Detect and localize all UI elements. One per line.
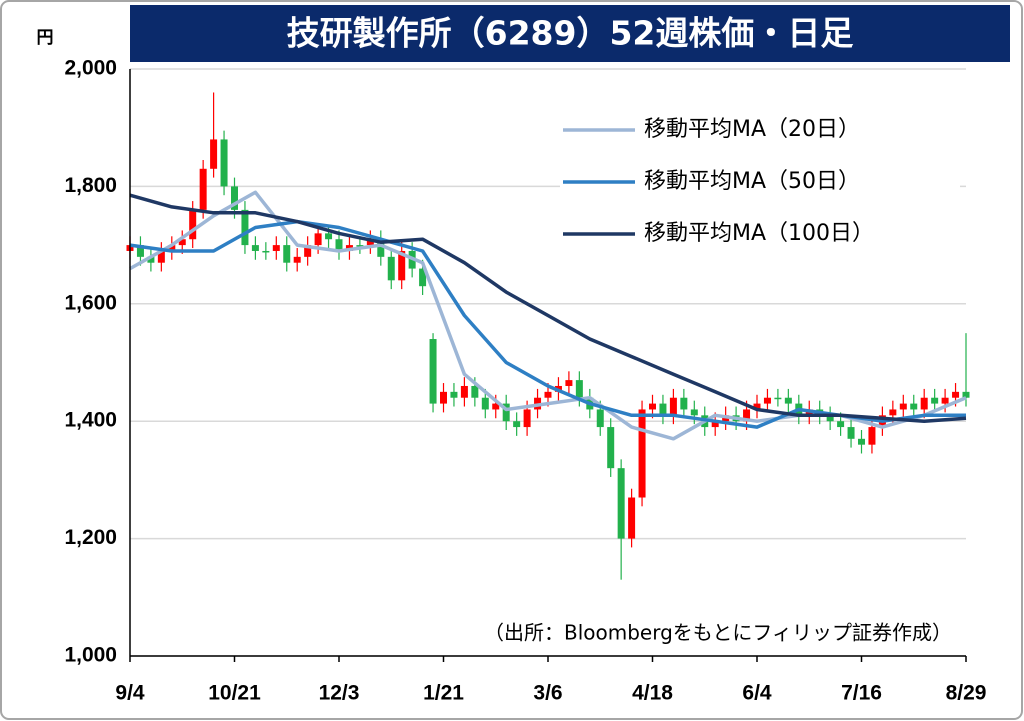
candle-body: [429, 339, 437, 404]
candle-body: [910, 403, 918, 410]
candle-body: [471, 385, 479, 398]
candle-body: [753, 403, 761, 410]
candle-body: [440, 391, 447, 404]
candle-body: [868, 427, 876, 445]
candle-body: [377, 239, 385, 257]
legend-label: 移動平均MA（20日）: [644, 117, 860, 142]
candle-body: [920, 397, 928, 410]
x-tick-label: 3/6: [533, 682, 562, 705]
candle-body: [502, 403, 510, 422]
candle-body: [711, 421, 719, 428]
x-tick-label: 8/29: [946, 682, 987, 705]
y-tick-label: 1,600: [64, 291, 117, 314]
x-tick-label: 7/16: [841, 682, 882, 705]
legend-label: 移動平均MA（50日）: [644, 169, 860, 194]
ma-line: [129, 193, 967, 423]
candle-body: [743, 409, 751, 422]
candle-body: [690, 409, 698, 416]
candle-body: [941, 397, 949, 404]
candle-body: [460, 385, 468, 398]
candle-body: [596, 409, 604, 428]
candle-body: [293, 256, 301, 263]
candle-body: [617, 468, 625, 539]
y-tick-label: 1,000: [64, 644, 117, 667]
y-tick-label: 1,400: [64, 409, 117, 432]
candle-body: [784, 397, 792, 404]
candle-body: [523, 409, 531, 428]
candle-body: [262, 250, 270, 253]
x-tick-label: 4/18: [632, 682, 673, 705]
x-tick-label: 6/4: [742, 682, 772, 705]
plot: [126, 92, 970, 580]
candle-body: [220, 139, 228, 187]
chart-title: 技研製作所（6289）52週株価・日足: [287, 14, 854, 53]
candle-body: [147, 256, 155, 263]
candle-body: [481, 397, 489, 410]
title-bar: [130, 5, 1010, 62]
candle-body: [638, 409, 646, 498]
y-tick-label: 1,200: [64, 526, 117, 549]
source-note: （出所：Bloombergをもとにフィリップ証券作成）: [484, 621, 952, 645]
candle-body: [962, 391, 970, 398]
candle-body: [669, 397, 677, 416]
candle-body: [628, 497, 636, 539]
candle-body: [952, 391, 960, 398]
candle-body: [210, 139, 218, 169]
candle-body: [356, 245, 364, 247]
candle-body: [774, 397, 782, 400]
x-tick-label: 10/21: [208, 682, 261, 705]
x-tick-label: 1/21: [423, 682, 464, 705]
candle-body: [168, 245, 176, 251]
candle-body: [325, 233, 333, 240]
y-tick-label: 1,800: [64, 174, 117, 197]
candle-body: [231, 186, 238, 210]
x-tick-label: 12/3: [319, 682, 360, 705]
candle-body: [565, 380, 573, 386]
candle-body: [680, 397, 688, 410]
candle-body: [419, 268, 427, 287]
candle-body: [366, 239, 374, 246]
candle-body: [251, 245, 259, 251]
candle-body: [659, 403, 667, 416]
candle-body: [283, 245, 291, 263]
candle-body: [178, 239, 186, 246]
legend-items: 移動平均MA（20日） 移動平均MA（50日） 移動平均MA（100日）: [563, 117, 874, 246]
candle-body: [649, 403, 656, 410]
candle-body: [931, 397, 939, 404]
candle-body: [575, 380, 583, 398]
candle-body: [241, 209, 249, 246]
candle-body: [858, 438, 865, 445]
legend-label: 移動平均MA（100日）: [644, 221, 874, 246]
candle-body: [847, 427, 855, 439]
candle-body: [450, 391, 458, 398]
candle-body: [398, 250, 406, 281]
candle-body: [492, 403, 500, 410]
candle-body: [889, 409, 897, 416]
ma-line: [129, 219, 966, 429]
candle-body: [544, 391, 552, 398]
candle-body: [387, 256, 395, 281]
x-tick-label: 9/4: [115, 682, 145, 705]
candle-body: [199, 168, 207, 210]
candle-body: [189, 209, 197, 240]
candle-body: [899, 403, 907, 410]
candle-body: [837, 421, 845, 428]
candle-body: [763, 397, 771, 404]
candle-body: [607, 427, 615, 469]
candle-body: [513, 421, 521, 428]
candle-body: [157, 250, 165, 263]
candle-body: [335, 239, 343, 251]
y-tick-label: 2,000: [64, 57, 117, 80]
candle-body: [136, 245, 144, 257]
y-unit: 円: [37, 28, 54, 48]
candle-body: [272, 245, 280, 251]
candle-body: [826, 415, 834, 422]
candle-body: [304, 245, 312, 257]
candle-body: [314, 233, 322, 246]
